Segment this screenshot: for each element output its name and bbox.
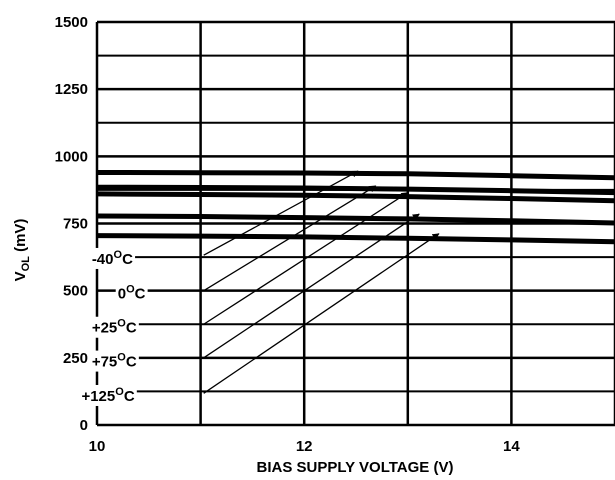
y-axis-title-unit: (mV) [12,219,29,257]
series-label: 0OC [118,283,146,302]
series-label-bg [89,350,139,372]
series-line [96,191,615,204]
series-label: +25OC [92,318,137,337]
series-label: -40OC [92,249,133,268]
series-label-bg [89,247,136,269]
series-arrow [203,170,359,256]
y-tick-label: 0 [80,417,88,434]
x-tick-label: 12 [296,438,313,455]
y-axis-title-subscript: OL [20,256,32,272]
y-tick-label: 1250 [55,81,88,98]
y-tick-label: 500 [63,283,88,300]
series-arrow [203,192,409,325]
y-axis-title-main: V [12,271,29,281]
tick-labels: 0 250 500 750 1000 1250 1500 10 12 14 [55,14,521,455]
y-tick-label: 1000 [55,148,88,165]
series-line [96,213,615,226]
series-arrow [203,233,440,394]
series-label: +75OC [92,352,137,371]
series-label-bg [115,282,148,304]
series-lines [96,170,615,245]
series-label-bg [89,316,139,338]
x-axis-title: BIAS SUPPLY VOLTAGE (V) [257,459,454,476]
series-line [96,184,615,196]
y-axis-title: VOL (mV) [12,219,32,282]
y-tick-label: 250 [63,350,88,367]
y-tick-label: 750 [63,216,88,233]
x-tick-label: 10 [89,438,106,455]
series-line [96,170,615,181]
series-line [96,233,615,245]
annotations: -40OC 0OC +25OC +75OC +125OC [79,170,440,406]
x-tick-label: 14 [503,438,520,455]
series-arrow [203,185,377,292]
series-label-bg [79,384,137,406]
series-label: +125OC [81,386,134,405]
series-arrow [203,213,420,359]
y-tick-label: 1500 [55,14,88,31]
